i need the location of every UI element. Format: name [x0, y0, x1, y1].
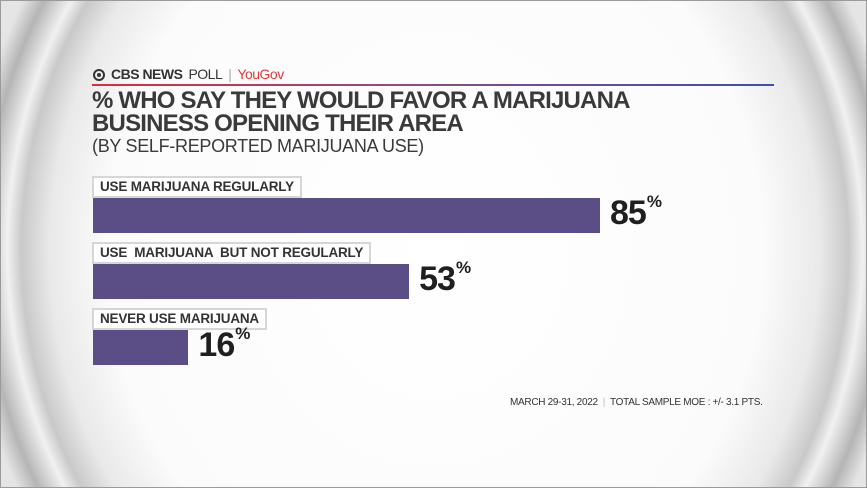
chart-subtitle: (BY SELF-REPORTED MARIJUANA USE) — [92, 136, 424, 156]
margin-of-error: TOTAL SAMPLE MOE : +/- 3.1 PTS. — [610, 397, 763, 408]
chart-title: % WHO SAY THEY WOULD FAVOR A MARIJUANA B… — [92, 87, 630, 137]
value-unit: % — [646, 192, 662, 211]
value-number: 53 — [419, 260, 456, 298]
poll-date: MARCH 29-31, 2022 — [510, 397, 598, 408]
bar — [93, 330, 189, 365]
bar — [93, 264, 410, 299]
value-number: 85 — [610, 194, 647, 232]
partner-logo: YouGov — [237, 66, 284, 82]
cbs-eye-icon — [93, 69, 105, 81]
category-label: USE MARIJUANA REGULARLY — [92, 176, 302, 198]
value-unit: % — [455, 258, 471, 277]
value-label: 53% — [419, 258, 471, 299]
brand: CBS NEWS — [111, 66, 183, 82]
bar — [93, 198, 600, 233]
footer: MARCH 29-31, 2022 | TOTAL SAMPLE MOE : +/-… — [510, 397, 763, 408]
value-label: 16% — [198, 324, 250, 365]
header-rule — [92, 84, 774, 86]
category-label: NEVER USE MARIJUANA — [92, 308, 267, 330]
poll-label: POLL — [188, 66, 223, 82]
value-unit: % — [235, 324, 250, 343]
category-label: USE MARIJUANA BUT NOT REGULARLY — [92, 242, 372, 264]
footer-separator: | — [602, 397, 606, 408]
value-label: 85% — [610, 192, 662, 233]
poll-header: CBS NEWS POLL | YouGov — [93, 66, 284, 82]
header-separator: | — [228, 66, 232, 82]
value-number: 16 — [198, 326, 235, 364]
